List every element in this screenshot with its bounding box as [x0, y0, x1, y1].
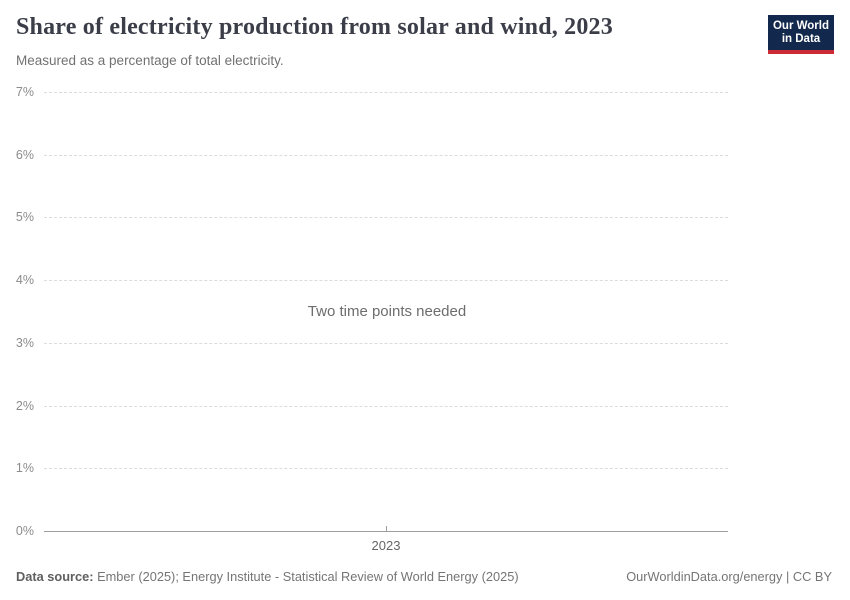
owid-logo-line1: Our World — [772, 20, 829, 32]
x-axis-tick-label: 2023 — [371, 538, 401, 553]
empty-state-message: Two time points needed — [307, 303, 467, 320]
chart-subtitle: Measured as a percentage of total electr… — [16, 53, 284, 68]
y-gridline — [44, 154, 728, 156]
y-gridline — [44, 217, 728, 219]
data-source-value: Ember (2025); Energy Institute - Statist… — [93, 569, 519, 584]
data-source-label: Data source: — [16, 569, 94, 584]
x-axis-tick-mark — [386, 526, 387, 531]
owid-logo[interactable]: Our World in Data — [768, 15, 834, 54]
y-gridline — [44, 468, 728, 470]
x-axis-line — [44, 531, 728, 532]
attribution-link[interactable]: OurWorldinData.org/energy | CC BY — [626, 569, 832, 584]
y-axis-tick-label: 4% — [15, 273, 34, 288]
y-axis-tick-label: 5% — [15, 210, 34, 225]
y-gridline — [44, 92, 728, 93]
owid-logo-line2: in Data — [781, 33, 821, 45]
y-axis-tick-label: 0% — [15, 524, 34, 538]
page-title: Share of electricity production from sol… — [16, 14, 613, 40]
data-source-note[interactable]: Data source: Ember (2025); Energy Instit… — [16, 569, 519, 584]
y-gridline — [44, 280, 728, 282]
y-gridline — [44, 405, 728, 407]
y-axis-tick-label: 3% — [15, 335, 34, 350]
y-axis-tick-label: 7% — [15, 85, 34, 99]
y-gridline — [44, 342, 728, 344]
y-axis-tick-label: 1% — [15, 461, 34, 476]
y-axis-tick-label: 2% — [15, 398, 34, 413]
y-axis-tick-label: 6% — [15, 147, 34, 162]
